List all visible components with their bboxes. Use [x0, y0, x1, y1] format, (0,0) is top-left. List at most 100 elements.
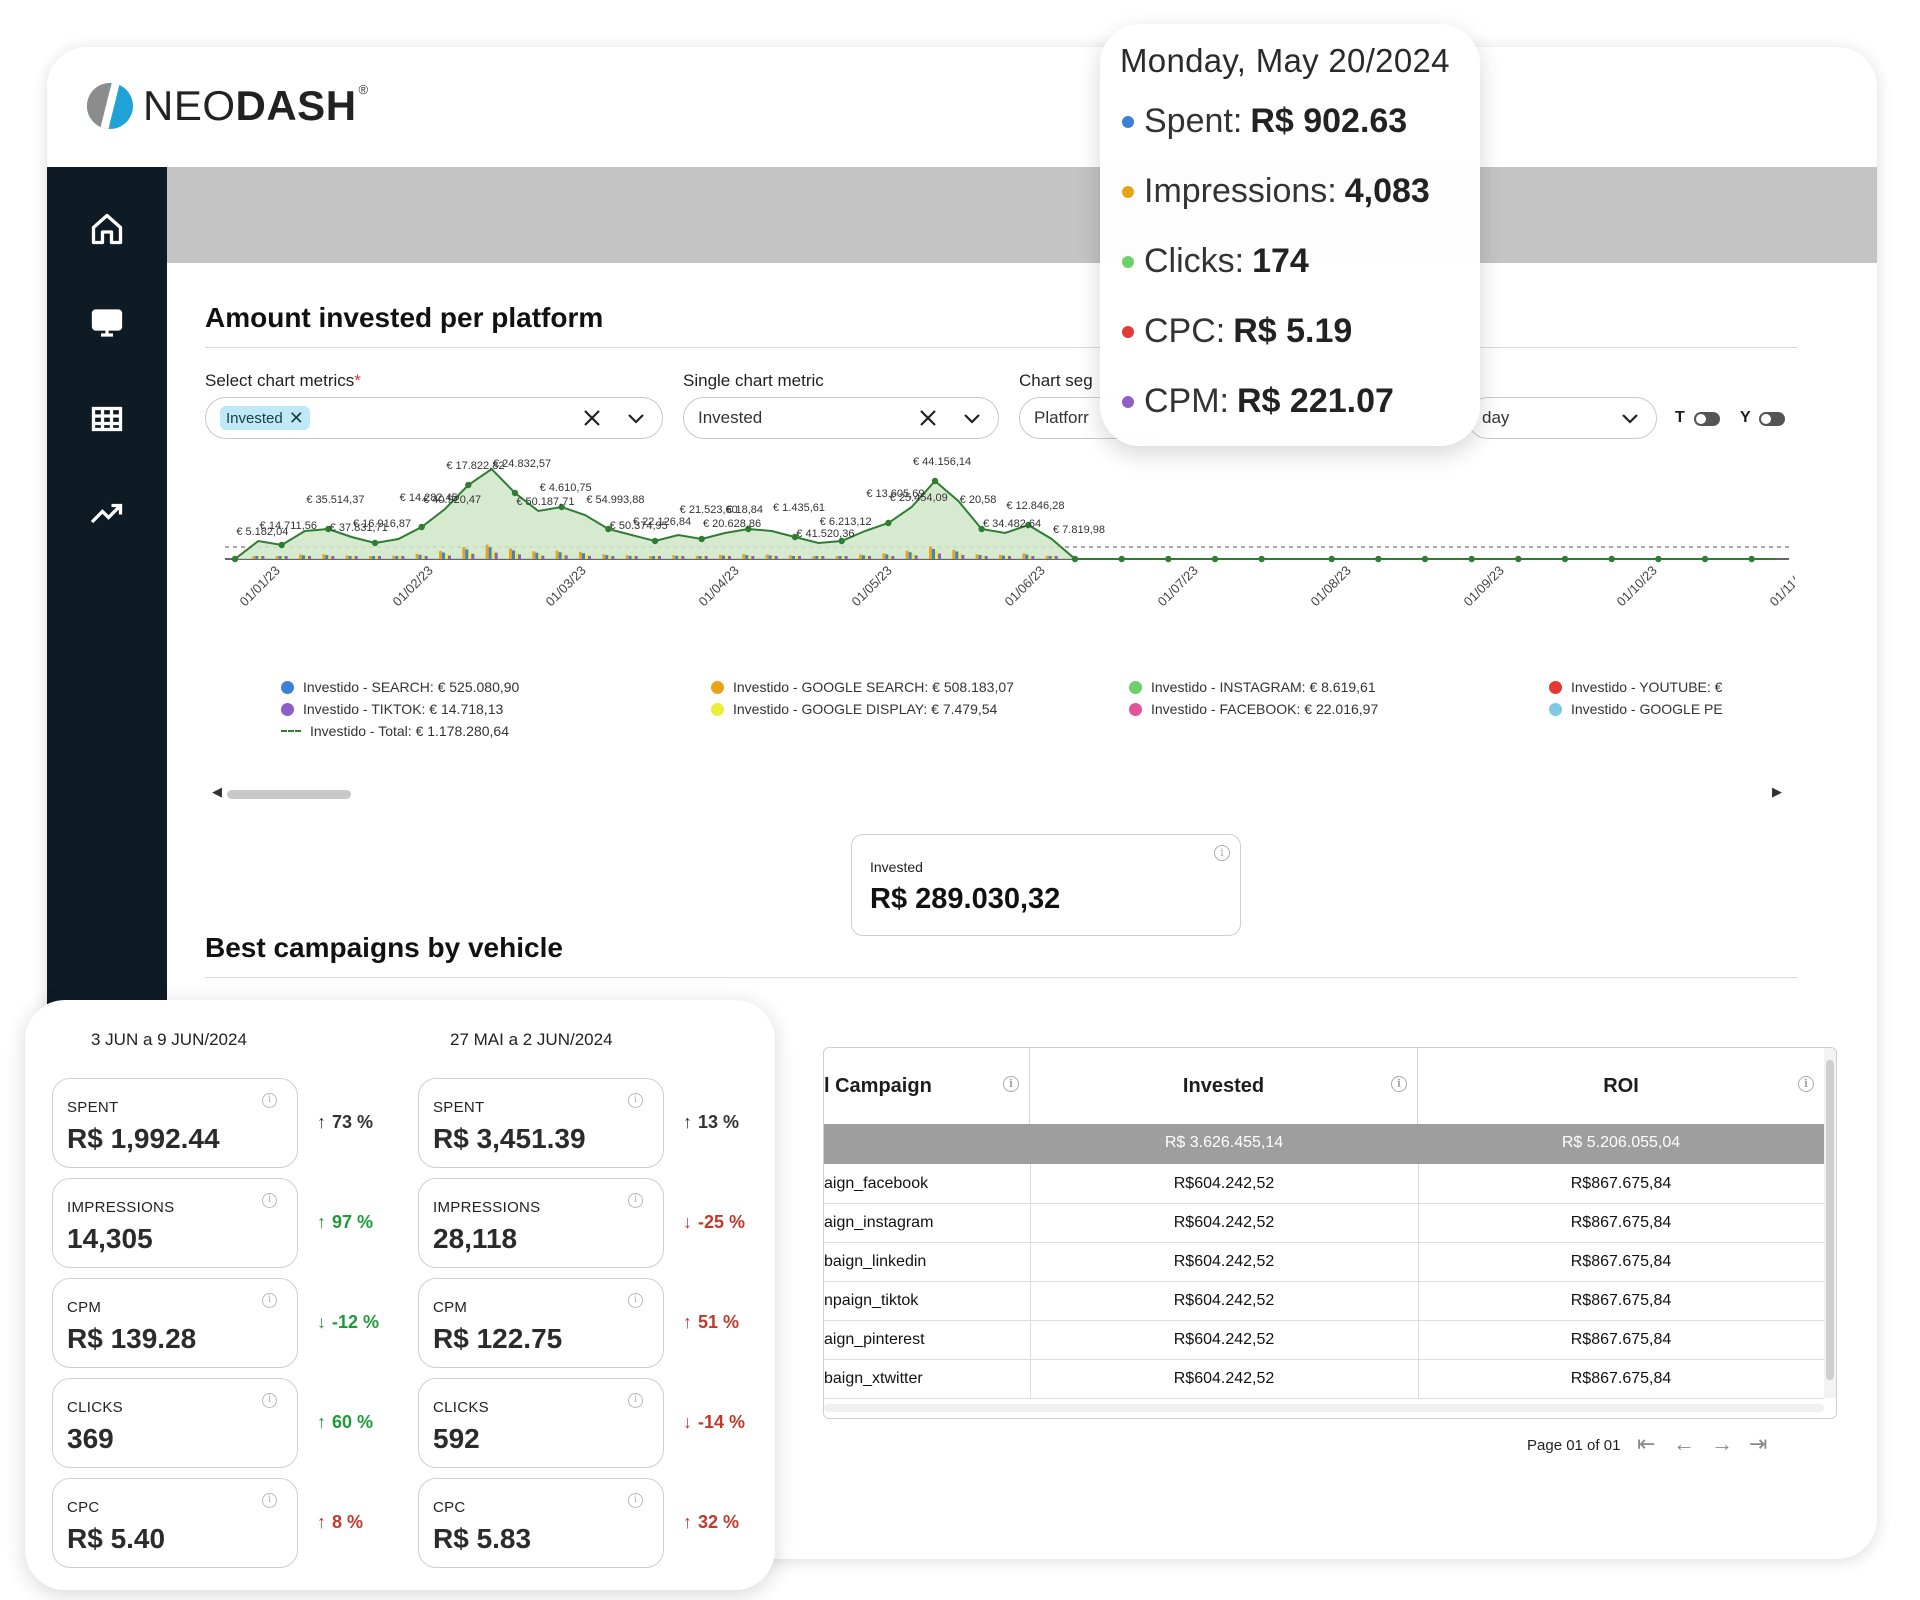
sidebar-item-trends[interactable] — [83, 489, 131, 537]
data-point[interactable] — [1211, 555, 1219, 563]
chevron-down-icon[interactable] — [1618, 406, 1642, 430]
bar[interactable] — [844, 556, 848, 559]
bar[interactable] — [351, 556, 355, 559]
bar[interactable] — [675, 555, 679, 559]
bar[interactable] — [588, 555, 591, 559]
bar[interactable] — [978, 555, 982, 559]
bar[interactable] — [1008, 556, 1011, 559]
bar[interactable] — [392, 555, 396, 559]
bar[interactable] — [1005, 556, 1008, 559]
bar[interactable] — [908, 552, 912, 559]
bar[interactable] — [354, 556, 358, 559]
chip-remove-icon[interactable]: ✕ — [288, 408, 304, 428]
scroll-thumb[interactable] — [227, 790, 351, 799]
bar[interactable] — [555, 550, 559, 559]
bar[interactable] — [958, 553, 962, 559]
data-point[interactable] — [1748, 555, 1755, 563]
col-header-campaign[interactable]: l Campaign i — [824, 1048, 1030, 1124]
bar[interactable] — [1031, 556, 1035, 559]
bar[interactable] — [348, 556, 352, 559]
info-icon[interactable]: i — [628, 1193, 643, 1208]
data-point[interactable] — [558, 503, 565, 511]
bar[interactable] — [984, 556, 988, 559]
bar[interactable] — [515, 552, 518, 559]
bar[interactable] — [579, 551, 582, 559]
bar[interactable] — [491, 550, 495, 559]
bar[interactable] — [658, 556, 661, 559]
bar[interactable] — [439, 551, 442, 559]
bar[interactable] — [494, 552, 498, 559]
sidebar-item-table[interactable] — [83, 395, 131, 443]
info-icon[interactable]: i — [1214, 845, 1230, 861]
bar[interactable] — [911, 553, 915, 559]
bar[interactable] — [704, 556, 708, 559]
bar[interactable] — [445, 554, 448, 559]
toggle-y-switch[interactable] — [1759, 412, 1785, 426]
next-page-icon[interactable]: → — [1711, 1431, 1733, 1456]
bar[interactable] — [532, 551, 536, 559]
bar[interactable] — [1045, 555, 1049, 559]
data-point[interactable] — [1515, 555, 1522, 563]
bar[interactable] — [938, 553, 941, 559]
legend-item[interactable]: Investido - SEARCH: € 525.080,90 — [281, 679, 519, 695]
bar[interactable] — [742, 554, 746, 559]
bar[interactable] — [401, 556, 405, 559]
clear-icon[interactable] — [916, 406, 940, 430]
bar[interactable] — [468, 551, 472, 559]
bar[interactable] — [789, 555, 792, 559]
info-icon[interactable]: i — [262, 1393, 277, 1408]
bar[interactable] — [1028, 555, 1032, 559]
table-row[interactable]: npaign_tiktok R$604.242,52 R$867.675,84 — [824, 1281, 1824, 1320]
bar[interactable] — [955, 551, 959, 559]
bar[interactable] — [395, 556, 399, 559]
data-point[interactable] — [325, 525, 332, 533]
bar[interactable] — [631, 556, 635, 559]
data-point[interactable] — [1165, 555, 1172, 563]
bar[interactable] — [284, 556, 288, 559]
bar[interactable] — [369, 556, 372, 559]
bar[interactable] — [509, 548, 512, 559]
bar[interactable] — [418, 554, 422, 559]
bar[interactable] — [841, 556, 845, 559]
sidebar-item-home[interactable] — [83, 205, 131, 253]
first-page-icon[interactable]: ⇤ — [1637, 1431, 1656, 1456]
bar[interactable] — [541, 555, 545, 559]
bar[interactable] — [868, 556, 871, 559]
bar[interactable] — [681, 556, 685, 559]
data-point[interactable] — [791, 533, 799, 541]
bar[interactable] — [771, 556, 775, 559]
bar[interactable] — [914, 555, 918, 559]
bar[interactable] — [275, 556, 279, 559]
legend-item[interactable]: Investido - FACEBOOK: € 22.016,97 — [1129, 701, 1378, 717]
bar[interactable] — [561, 553, 565, 559]
info-icon[interactable]: i — [262, 1293, 277, 1308]
table-row[interactable]: aign_instagram R$604.242,52 R$867.675,84 — [824, 1203, 1824, 1242]
bar[interactable] — [774, 556, 778, 559]
bar[interactable] — [698, 556, 702, 559]
bar[interactable] — [582, 553, 585, 559]
bar[interactable] — [628, 555, 632, 559]
bar[interactable] — [838, 556, 842, 559]
bar[interactable] — [905, 550, 909, 559]
bar[interactable] — [888, 555, 892, 559]
bar[interactable] — [929, 546, 932, 559]
prev-page-icon[interactable]: ← — [1673, 1431, 1695, 1456]
bar[interactable] — [564, 555, 568, 559]
bar[interactable] — [745, 555, 749, 559]
bar[interactable] — [465, 549, 469, 559]
bar[interactable] — [649, 556, 652, 559]
bar[interactable] — [378, 556, 381, 559]
bar[interactable] — [261, 556, 265, 559]
bar[interactable] — [322, 554, 326, 559]
bar[interactable] — [602, 554, 606, 559]
data-point[interactable] — [838, 537, 845, 545]
bar[interactable] — [1051, 556, 1055, 559]
bar[interactable] — [345, 555, 349, 559]
bar[interactable] — [585, 554, 588, 559]
bar[interactable] — [1002, 555, 1005, 559]
bar[interactable] — [328, 556, 332, 559]
data-point[interactable] — [1468, 555, 1475, 563]
col-header-roi[interactable]: ROI i — [1418, 1048, 1824, 1124]
table-row[interactable]: baign_xtwitter R$604.242,52 R$867.675,84 — [824, 1359, 1824, 1398]
info-icon[interactable]: i — [262, 1193, 277, 1208]
